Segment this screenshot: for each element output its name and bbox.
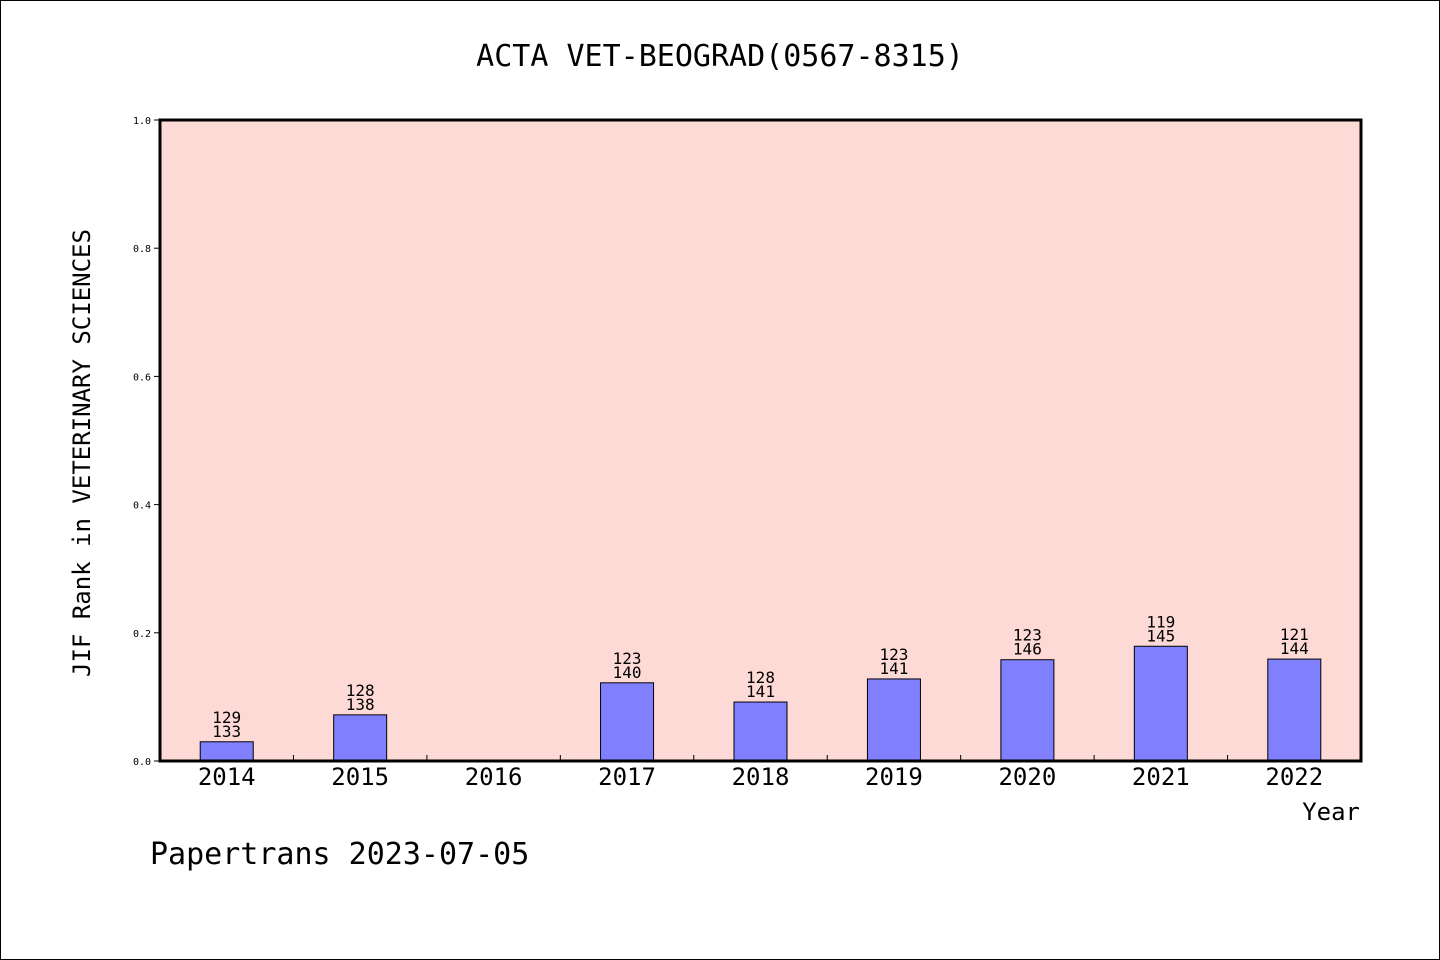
- bar-rank-label: 119: [1146, 612, 1175, 631]
- x-tick-label: 2015: [331, 763, 389, 791]
- x-axis-label: Year: [1302, 798, 1360, 826]
- y-tick-label: 0.6: [133, 372, 151, 383]
- y-tick-label: 0.4: [133, 501, 151, 512]
- x-axis: 2014 2015 2016 2017 2018 2019 2020 2021 2022: [198, 755, 1323, 791]
- bar: [733, 701, 788, 762]
- bar-rank-label: 129: [212, 708, 241, 727]
- x-tick-label: 2021: [1132, 763, 1190, 791]
- bar-total-label: 145: [1146, 626, 1175, 645]
- bar: [1267, 658, 1322, 762]
- footer-text: Papertrans 2023-07-05: [150, 837, 529, 872]
- bar-rank-label: 123: [613, 649, 642, 668]
- bar: [866, 678, 921, 762]
- y-tick-label: 1.0: [133, 116, 151, 127]
- y-tick-label: 0.0: [133, 757, 151, 768]
- bar-rank-label: 123: [1013, 626, 1042, 645]
- bar: [1000, 659, 1055, 762]
- y-axis-label: JIF Rank in VETERINARY SCIENCES: [68, 229, 96, 677]
- bar-rank-label: 128: [746, 668, 775, 687]
- bar-total-label: 144: [1280, 639, 1309, 658]
- x-tick-label: 2014: [198, 763, 256, 791]
- bar-total-label: 141: [746, 682, 775, 701]
- bar: [600, 682, 655, 762]
- bar-rank-label: 121: [1280, 625, 1309, 644]
- bar-total-label: 133: [212, 722, 241, 741]
- y-tick-label: 0.8: [133, 244, 151, 255]
- x-tick-label: 2019: [865, 763, 923, 791]
- bar-total-label: 138: [346, 695, 375, 714]
- bar-total-label: 141: [879, 659, 908, 678]
- y-axis: 0.0 0.2 0.4 0.6 0.8 1.0: [133, 116, 160, 768]
- bar-total-label: 146: [1013, 640, 1042, 659]
- bar: [333, 714, 388, 762]
- x-tick-label: 2016: [465, 763, 523, 791]
- x-tick-label: 2017: [598, 763, 656, 791]
- bar-rank-label: 123: [879, 645, 908, 664]
- x-tick-label: 2020: [998, 763, 1056, 791]
- chart-title: ACTA VET-BEOGRAD(0567-8315): [476, 39, 964, 74]
- bar: [199, 741, 254, 762]
- bar-rank-label: 128: [346, 681, 375, 700]
- x-tick-label: 2018: [732, 763, 790, 791]
- y-tick-label: 0.2: [133, 629, 151, 640]
- bar: [1133, 645, 1188, 762]
- plot-border: [158, 118, 1363, 763]
- x-tick-label: 2022: [1265, 763, 1323, 791]
- bar-total-label: 140: [613, 663, 642, 682]
